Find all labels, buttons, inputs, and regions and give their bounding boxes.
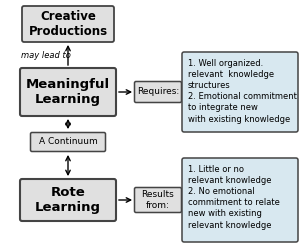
FancyBboxPatch shape	[22, 6, 114, 42]
Text: 1. Well organized.
relevant  knowledge
structures
2. Emotional commitment
to int: 1. Well organized. relevant knowledge st…	[188, 59, 297, 123]
FancyBboxPatch shape	[182, 52, 298, 132]
Text: Meaningful
Learning: Meaningful Learning	[26, 78, 110, 106]
Text: A Continuum: A Continuum	[39, 138, 98, 146]
Text: Requires:: Requires:	[137, 87, 179, 97]
FancyBboxPatch shape	[31, 133, 106, 151]
FancyBboxPatch shape	[182, 158, 298, 242]
Text: 1. Little or no
relevant knowledge
2. No emotional
commitment to relate
new with: 1. Little or no relevant knowledge 2. No…	[188, 165, 280, 230]
Text: Results
from:: Results from:	[142, 190, 174, 210]
Text: may lead to: may lead to	[21, 50, 71, 59]
FancyBboxPatch shape	[20, 179, 116, 221]
Text: Rote
Learning: Rote Learning	[35, 186, 101, 214]
FancyBboxPatch shape	[20, 68, 116, 116]
FancyBboxPatch shape	[134, 81, 182, 103]
Text: Creative
Productions: Creative Productions	[28, 10, 108, 38]
FancyBboxPatch shape	[134, 187, 182, 212]
